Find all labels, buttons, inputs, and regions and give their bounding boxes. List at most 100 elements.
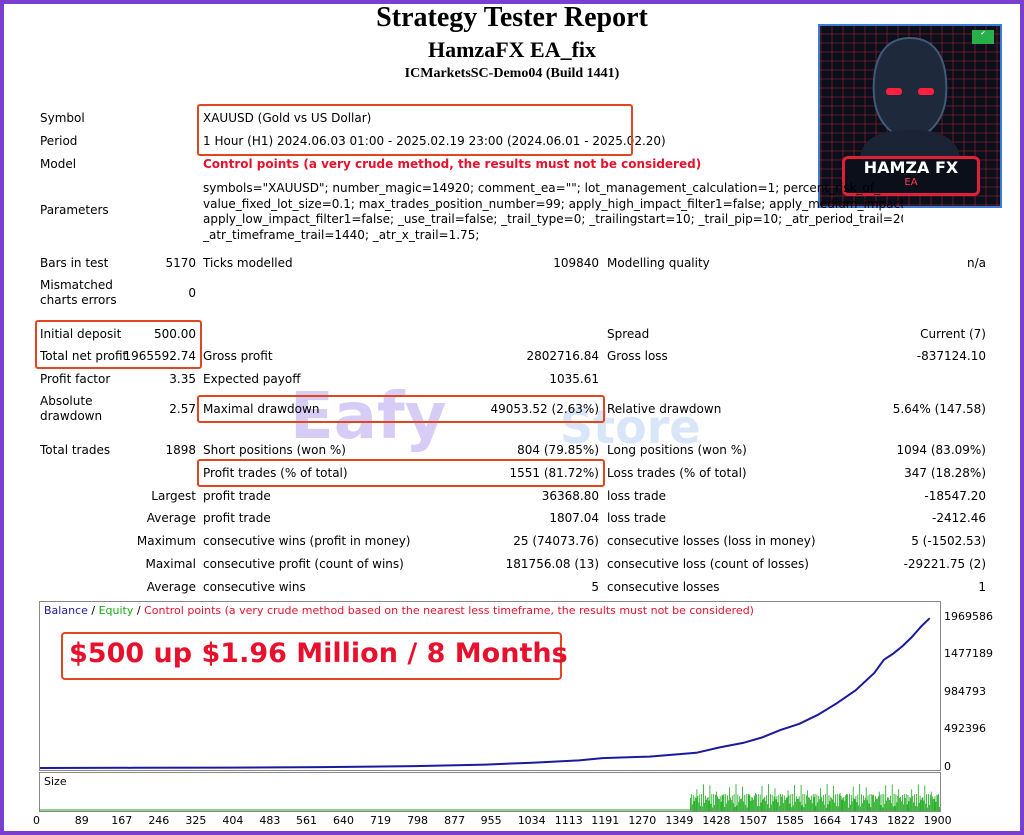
- size-bar: [902, 795, 903, 811]
- size-bar: [844, 800, 846, 811]
- size-bar: [806, 795, 808, 811]
- size-bar: [916, 806, 918, 811]
- size-bar: [795, 801, 796, 811]
- period-label: Period: [40, 134, 78, 148]
- size-bar: [839, 792, 841, 811]
- ticks-value: 109840: [553, 256, 599, 270]
- profit-trades-value: 1551 (81.72%): [509, 466, 599, 480]
- size-bar: [933, 798, 935, 811]
- model-label: Model: [40, 157, 77, 171]
- logo-line1: HAMZA FX: [863, 158, 959, 177]
- size-bar: [850, 804, 851, 811]
- size-bar: [908, 801, 910, 811]
- size-bar: [783, 803, 784, 811]
- size-bar: [922, 797, 924, 811]
- size-bar: [747, 794, 749, 811]
- size-bar: [821, 796, 822, 811]
- size-bar: [691, 804, 693, 811]
- loss-trades-value: 347 (18.28%): [904, 466, 986, 480]
- size-bar: [694, 796, 696, 811]
- size-bar: [699, 794, 701, 811]
- gross-profit-label: Gross profit: [203, 349, 273, 363]
- size-bar: [757, 806, 758, 811]
- size-bar: [746, 807, 748, 811]
- gross-loss-value: -837124.10: [916, 349, 986, 363]
- logo-line2: EA: [904, 177, 918, 188]
- period-value: 1 Hour (H1) 2024.06.03 01:00 - 2025.02.1…: [203, 134, 666, 148]
- profit-factor-value: 3.35: [169, 372, 196, 386]
- size-bar: [833, 785, 834, 811]
- size-bar: [714, 805, 715, 811]
- x-tick-label: 1270: [628, 814, 657, 827]
- y-tick-label: 1477189: [944, 647, 993, 661]
- size-bar: [777, 802, 779, 811]
- x-tick-label: 89: [74, 814, 89, 827]
- size-bar: [925, 803, 927, 811]
- size-bar: [857, 794, 859, 811]
- size-bar: [796, 796, 797, 811]
- size-bar: [781, 796, 782, 811]
- size-bar: [911, 789, 913, 811]
- x-tick-label: 1822: [887, 814, 916, 827]
- highlight-profit-trades: [197, 459, 605, 487]
- maximal-consecutive-profit-label: consecutive profit (count of wins): [203, 557, 404, 571]
- size-bar: [931, 796, 933, 811]
- size-bar: [862, 803, 863, 811]
- ea-name: HamzaFX EA_fix: [427, 37, 597, 62]
- x-tick-label: 561: [295, 814, 317, 827]
- maximum-label: Maximum: [136, 534, 196, 548]
- size-bar: [755, 792, 756, 811]
- size-bar: [824, 794, 826, 811]
- symbol-label: Symbol: [40, 111, 85, 125]
- size-bar: [725, 794, 727, 811]
- maximal-drawdown-label: Maximal drawdown: [203, 402, 320, 416]
- bars-label: Bars in test: [40, 256, 109, 270]
- spread-label: Spread: [607, 327, 650, 341]
- size-bar: [851, 801, 853, 811]
- size-bar: [785, 797, 787, 811]
- robot-head-icon: [860, 36, 960, 156]
- size-bar: [916, 794, 917, 811]
- size-bar: [770, 794, 771, 811]
- size-bar: [906, 804, 908, 811]
- report-title: Strategy Tester Report: [376, 2, 648, 33]
- size-bar: [913, 802, 914, 811]
- size-bar: [763, 798, 765, 811]
- size-bar: [692, 795, 694, 811]
- x-tick-label: 640: [333, 814, 354, 827]
- size-bar: [772, 801, 774, 811]
- size-bar: [926, 794, 927, 811]
- expected-payoff-label: Expected payoff: [203, 372, 301, 386]
- size-chart-svg: [40, 784, 969, 811]
- size-bar: [748, 794, 750, 811]
- size-bar: [934, 796, 936, 811]
- size-bar: [938, 794, 940, 811]
- size-bar: [864, 797, 866, 811]
- chart-legend: Balance / Equity / Control points (a ver…: [44, 604, 754, 617]
- x-tick-label: 1191: [591, 814, 620, 827]
- size-bar: [892, 806, 894, 811]
- size-bar: [930, 791, 932, 811]
- average-loss-trade-value: -2412.46: [932, 511, 986, 525]
- size-bar: [766, 795, 768, 811]
- parameters-value: symbols="XAUUSD"; number_magic=14920; co…: [203, 181, 903, 242]
- size-bar: [740, 799, 741, 811]
- size-bar: [858, 805, 860, 811]
- size-bar: [782, 794, 783, 811]
- size-bar: [712, 807, 714, 811]
- size-bar: [716, 791, 717, 811]
- largest-profit-trade-value: 36368.80: [541, 489, 599, 503]
- size-bar: [871, 794, 873, 811]
- series-line-balance: [39, 617, 931, 769]
- size-bar: [761, 785, 763, 811]
- size-bar: [749, 795, 751, 811]
- size-bar: [792, 794, 794, 811]
- size-bar: [825, 807, 827, 811]
- size-bar: [909, 796, 911, 811]
- size-bar: [910, 798, 912, 811]
- size-bar: [905, 794, 907, 811]
- size-bar: [704, 803, 705, 811]
- size-bar: [842, 797, 844, 811]
- size-bar: [727, 795, 728, 811]
- size-bar: [812, 794, 814, 811]
